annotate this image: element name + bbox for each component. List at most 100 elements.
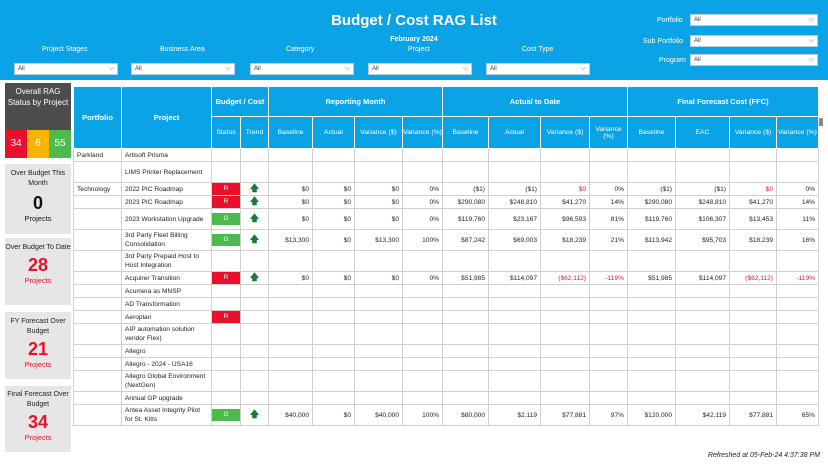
table-row[interactable]: 3rd Party Prepaid Host to Host Integrati… xyxy=(73,250,820,272)
cell-rm-1 xyxy=(312,323,355,345)
col-rm-baseline[interactable]: Baseline xyxy=(268,116,313,149)
cell-atd-2: $96,593 xyxy=(540,208,590,230)
kpi-over-budget-this-month: Over Budget This Month 0 Projects xyxy=(5,164,71,234)
col-ffc-variance-usd[interactable]: Variance ($) xyxy=(729,116,777,149)
rag-table: Portfolio Project Budget / Cost Reportin… xyxy=(73,86,820,426)
rag-amber-count[interactable]: 6 xyxy=(27,130,49,158)
table-row[interactable]: Parkland Artisoft Prisma xyxy=(73,148,820,162)
cell-atd-2 xyxy=(540,284,590,298)
table-row[interactable]: 3rd Party Fleet Billing Consolidation G 🡅 $… xyxy=(73,229,820,251)
table-scrollbar[interactable] xyxy=(819,118,823,126)
col-project[interactable]: Project xyxy=(121,86,212,149)
cell-project: Antea Asset Integrity Pilot for St. Kitt… xyxy=(121,404,212,426)
cell-trend xyxy=(240,391,269,405)
cell-rm-2 xyxy=(354,357,403,371)
cell-ffc-0 xyxy=(627,250,676,272)
chevron-down-icon: ⌵ xyxy=(108,65,114,72)
kpi-value: 28 xyxy=(27,255,49,275)
col-ffc-variance-pct[interactable]: Variance (%) xyxy=(775,116,820,149)
cell-ffc-1 xyxy=(675,297,730,311)
cell-status: G xyxy=(211,229,241,251)
cell-rm-3 xyxy=(402,310,443,324)
col-reporting-month: Reporting Month xyxy=(268,86,443,117)
cell-rm-0 xyxy=(268,284,313,298)
sub-portfolio-label: Sub Portfolio xyxy=(643,38,684,45)
col-rm-variance-pct[interactable]: Variance (%) xyxy=(402,116,443,149)
cell-ffc-2 xyxy=(729,370,777,392)
cell-status: R xyxy=(211,271,241,285)
table-row[interactable]: Acquirer Transition R 🡅 $0 $0 $0 0% $51,985 $114… xyxy=(73,271,820,285)
cell-atd-0 xyxy=(442,344,489,358)
table-row[interactable]: 2023 Workstation Upgrade G 🡅 $0 $0 $0 0% $119,7… xyxy=(73,208,820,230)
cell-ffc-1 xyxy=(675,250,730,272)
cell-rm-1: $0 xyxy=(312,229,355,251)
cell-atd-1 xyxy=(488,370,541,392)
cell-rm-3 xyxy=(402,161,443,183)
cell-trend xyxy=(240,357,269,371)
col-trend[interactable]: Trend xyxy=(240,116,269,149)
cell-portfolio xyxy=(73,284,122,298)
cell-ffc-3 xyxy=(775,250,820,272)
table-row[interactable]: LIMS Printer Replacement xyxy=(73,161,820,183)
sub-portfolio-select[interactable]: All ⌵ xyxy=(690,35,818,47)
cell-rm-0 xyxy=(268,357,313,371)
rag-red-count[interactable]: 34 xyxy=(5,130,27,158)
table-row[interactable]: Allegro - 2024 - USA16 xyxy=(73,357,820,371)
table-row[interactable]: Acumera as MNSP xyxy=(73,284,820,298)
cell-ffc-0 xyxy=(627,161,676,183)
page-title: Budget / Cost RAG List xyxy=(331,12,497,29)
project-select[interactable]: All ⌵ xyxy=(368,63,472,75)
cell-ffc-0 xyxy=(627,323,676,345)
status-badge: R xyxy=(212,183,240,195)
rag-green-count[interactable]: 55 xyxy=(49,130,71,158)
cell-trend xyxy=(240,297,269,311)
cost-type-select[interactable]: All ⌵ xyxy=(486,63,590,75)
cell-rm-2 xyxy=(354,161,403,183)
cell-ffc-1 xyxy=(675,391,730,405)
col-atd-actual[interactable]: Actual xyxy=(488,116,541,149)
col-status[interactable]: Status xyxy=(211,116,241,149)
cell-trend xyxy=(240,344,269,358)
portfolio-select[interactable]: All ⌵ xyxy=(690,14,818,26)
cell-ffc-1 xyxy=(675,357,730,371)
cell-ffc-0 xyxy=(627,148,676,162)
kpi-final-forecast-over-budget: Final Forecast Over Budget 34 Projects xyxy=(5,386,71,452)
col-atd-variance-pct[interactable]: Variance (%) xyxy=(589,116,628,149)
col-portfolio[interactable]: Portfolio xyxy=(73,86,122,149)
cell-atd-0: $119,760 xyxy=(442,208,489,230)
col-atd-variance-usd[interactable]: Variance ($) xyxy=(540,116,590,149)
table-row[interactable]: Technology 2022 PIC Roadmap R 🡅 $0 $0 $0 0% ($1)… xyxy=(73,182,820,196)
table-row[interactable]: Allegro Global Environment (NextGen) xyxy=(73,370,820,392)
program-select[interactable]: All ⌵ xyxy=(690,54,818,66)
col-rm-actual[interactable]: Actual xyxy=(312,116,355,149)
col-rm-variance-usd[interactable]: Variance ($) xyxy=(354,116,403,149)
cell-ffc-2 xyxy=(729,391,777,405)
project-stages-select[interactable]: All ⌵ xyxy=(14,63,118,75)
project-value: All xyxy=(372,66,379,72)
table-row[interactable]: Annual GP upgrade xyxy=(73,391,820,405)
table-row[interactable]: AD Transformation xyxy=(73,297,820,311)
table-row[interactable]: Aeroplan R xyxy=(73,310,820,324)
cell-portfolio xyxy=(73,391,122,405)
cell-trend: 🡅 xyxy=(240,182,269,196)
cell-rm-1 xyxy=(312,344,355,358)
col-ffc-eac[interactable]: EAC xyxy=(675,116,730,149)
business-area-select[interactable]: All ⌵ xyxy=(131,63,235,75)
cell-portfolio: Parkland xyxy=(73,148,122,162)
table-row[interactable]: Allegro xyxy=(73,344,820,358)
table-row[interactable]: AIP automation solution vendor Flex) xyxy=(73,323,820,345)
table-row[interactable]: Antea Asset Integrity Pilot for St. Kitt… xyxy=(73,404,820,426)
col-ffc-baseline[interactable]: Baseline xyxy=(627,116,676,149)
cell-ffc-2: $0 xyxy=(729,182,777,196)
cell-atd-0 xyxy=(442,323,489,345)
col-atd-baseline[interactable]: Baseline xyxy=(442,116,489,149)
cell-portfolio: Technology xyxy=(73,182,122,196)
cell-rm-2 xyxy=(354,310,403,324)
category-select[interactable]: All ⌵ xyxy=(250,63,354,75)
chevron-down-icon: ⌵ xyxy=(808,37,814,44)
portfolio-label: Portfolio xyxy=(657,17,683,24)
table-row[interactable]: 2023 PIC Roadmap R 🡅 $0 $0 $0 0% $290,080 $248,8… xyxy=(73,195,820,209)
rag-counts: 34 6 55 xyxy=(5,130,71,158)
kpi-unit: Projects xyxy=(24,433,52,442)
cell-atd-3: -119% xyxy=(589,271,628,285)
